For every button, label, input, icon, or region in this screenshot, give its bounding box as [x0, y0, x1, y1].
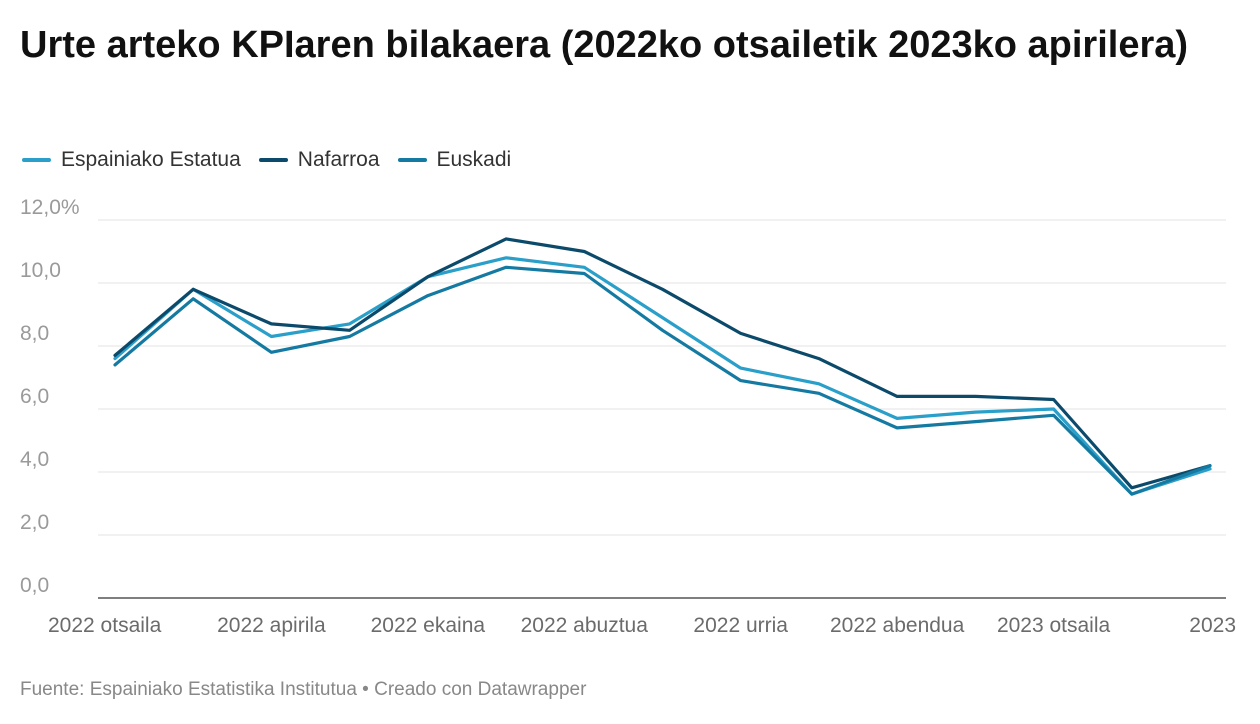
legend-swatch-espainiako-estatua — [22, 158, 51, 162]
chart-legend: Espainiako Estatua Nafarroa Euskadi — [22, 148, 529, 172]
y-tick-label: 8,0 — [20, 322, 49, 345]
y-axis-ticks: 12,0% 10,0 8,0 6,0 4,0 2,0 0,0 — [20, 196, 80, 597]
series-line-nafarroa — [113, 237, 1212, 490]
x-tick-label: 2023 otsaila — [997, 614, 1111, 637]
series-lines — [113, 237, 1212, 496]
grid-lines — [98, 219, 1226, 599]
legend-swatch-euskadi — [397, 158, 427, 162]
y-tick-label: 10,0 — [20, 259, 61, 282]
source-footer: Fuente: Espainiako Estatistika Institutu… — [20, 679, 587, 700]
legend-swatch-nafarroa — [258, 158, 288, 162]
legend-label-espainiako-estatua: Espainiako Estatua — [61, 148, 241, 171]
x-tick-label: 2022 abendua — [830, 614, 965, 637]
series-line-espainiako-estatua — [113, 256, 1212, 496]
chart-title: Urte arteko KPIaren bilakaera (2022ko ot… — [20, 24, 1189, 66]
legend-item-euskadi: Euskadi — [397, 148, 512, 172]
legend-item-nafarroa: Nafarroa — [258, 148, 380, 172]
y-tick-label: 6,0 — [20, 385, 49, 408]
x-tick-label: 2022 ekaina — [371, 614, 486, 637]
x-tick-label: 2023 — [1189, 614, 1236, 637]
y-tick-label: 2,0 — [20, 511, 49, 534]
y-tick-label: 12,0% — [20, 196, 80, 219]
legend-label-nafarroa: Nafarroa — [297, 148, 380, 171]
x-tick-label: 2022 apirila — [217, 614, 326, 637]
y-tick-label: 0,0 — [20, 574, 49, 597]
legend-item-espainiako-estatua: Espainiako Estatua — [22, 148, 241, 172]
x-axis-ticks: 2022 otsaila 2022 apirila 2022 ekaina 2022 … — [48, 614, 1236, 637]
series-line-euskadi — [113, 265, 1212, 496]
y-tick-label: 4,0 — [20, 448, 49, 471]
line-chart: 12,0%10,08,06,04,02,00,0 2022 otsaila 202… — [20, 196, 1236, 637]
legend-label-euskadi: Euskadi — [436, 148, 512, 171]
x-tick-label: 2022 otsaila — [48, 614, 162, 637]
x-tick-label: 2022 abuztua — [521, 614, 649, 637]
x-tick-label: 2022 urria — [693, 614, 788, 637]
